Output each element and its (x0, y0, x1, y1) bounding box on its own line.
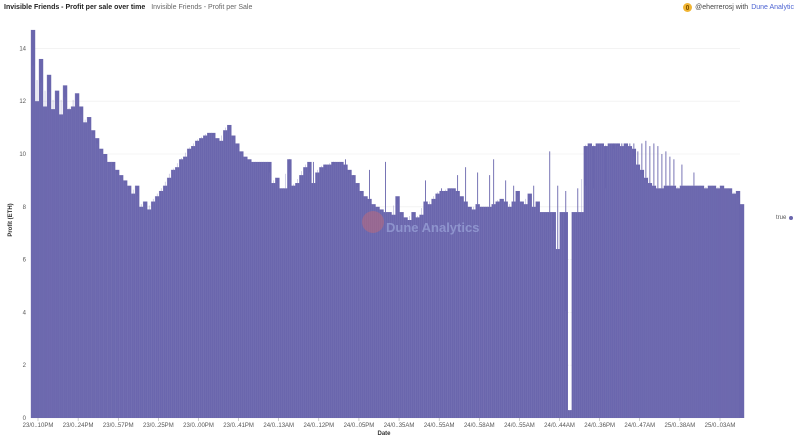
x-tick-label: 24/0..13AM (263, 423, 294, 429)
y-tick-label: 0 (23, 416, 27, 422)
x-tick-label: 24/0..36PM (584, 423, 615, 429)
x-tick-label: 23/0..24PM (63, 423, 94, 429)
credit-brand[interactable]: Dune Analytic (751, 4, 794, 11)
x-tick-label: 23/0..00PM (183, 423, 214, 429)
x-tick-label: 24/0..55AM (504, 423, 535, 429)
watermark: Dune Analytics (362, 211, 479, 235)
x-tick-label: 23/0..25PM (143, 423, 174, 429)
x-tick-label: 25/0..03AM (705, 423, 736, 429)
y-axis: 0 2 4 6 8 10 12 14 (19, 46, 26, 422)
x-tick-label: 24/0..05PM (344, 423, 375, 429)
y-tick-label: 10 (19, 152, 26, 158)
y-tick-label: 12 (19, 99, 26, 105)
credit-user[interactable]: @eherrerosj with (695, 4, 749, 11)
x-axis: 23/0..10PM 23/0..24PM 23/0..57PM 23/0..25PM… (23, 418, 736, 429)
y-axis-label: Profit (ETH) (8, 203, 14, 236)
author-avatar-icon (683, 3, 693, 12)
x-tick-label: 23/0..57PM (103, 423, 134, 429)
x-axis-label: Date (377, 431, 391, 437)
x-tick-label: 24/0..35AM (384, 423, 415, 429)
y-tick-label: 4 (23, 310, 27, 316)
y-tick-label: 8 (23, 205, 27, 211)
chart-subtitle: Invisible Friends - Profit per Sale (151, 4, 253, 11)
chart-title: Invisible Friends - Profit per sale over… (4, 4, 146, 11)
x-tick-label: 24/0..12PM (303, 423, 334, 429)
legend[interactable]: true (776, 215, 794, 221)
legend-swatch-icon (789, 216, 794, 220)
y-tick-label: 2 (23, 363, 27, 369)
author-credit[interactable]: @eherrerosj with Dune Analytic (683, 3, 794, 12)
y-tick-label: 14 (19, 46, 26, 52)
chart-bars (30, 29, 745, 419)
chart-title-bar: Invisible Friends - Profit per sale over… (4, 4, 252, 11)
legend-entry-true[interactable]: true (776, 215, 787, 221)
x-tick-label: 24/0..47AM (624, 423, 655, 429)
x-tick-label: 23/0..41PM (223, 423, 254, 429)
bar (740, 204, 745, 418)
chart-spikes (288, 140, 695, 411)
watermark-text: Dune Analytics (386, 220, 479, 235)
x-tick-label: 25/0..38AM (665, 423, 696, 429)
x-tick-label: 24/0..58AM (464, 423, 495, 429)
x-tick-label: 24/0..44AM (544, 423, 575, 429)
dashboard-header: Invisible Friends - Profit per sale over… (0, 0, 800, 16)
watermark-logo-icon (362, 211, 384, 233)
x-tick-label: 23/0..10PM (23, 423, 54, 429)
x-tick-label: 24/0..55AM (424, 423, 455, 429)
y-tick-label: 6 (23, 258, 27, 264)
